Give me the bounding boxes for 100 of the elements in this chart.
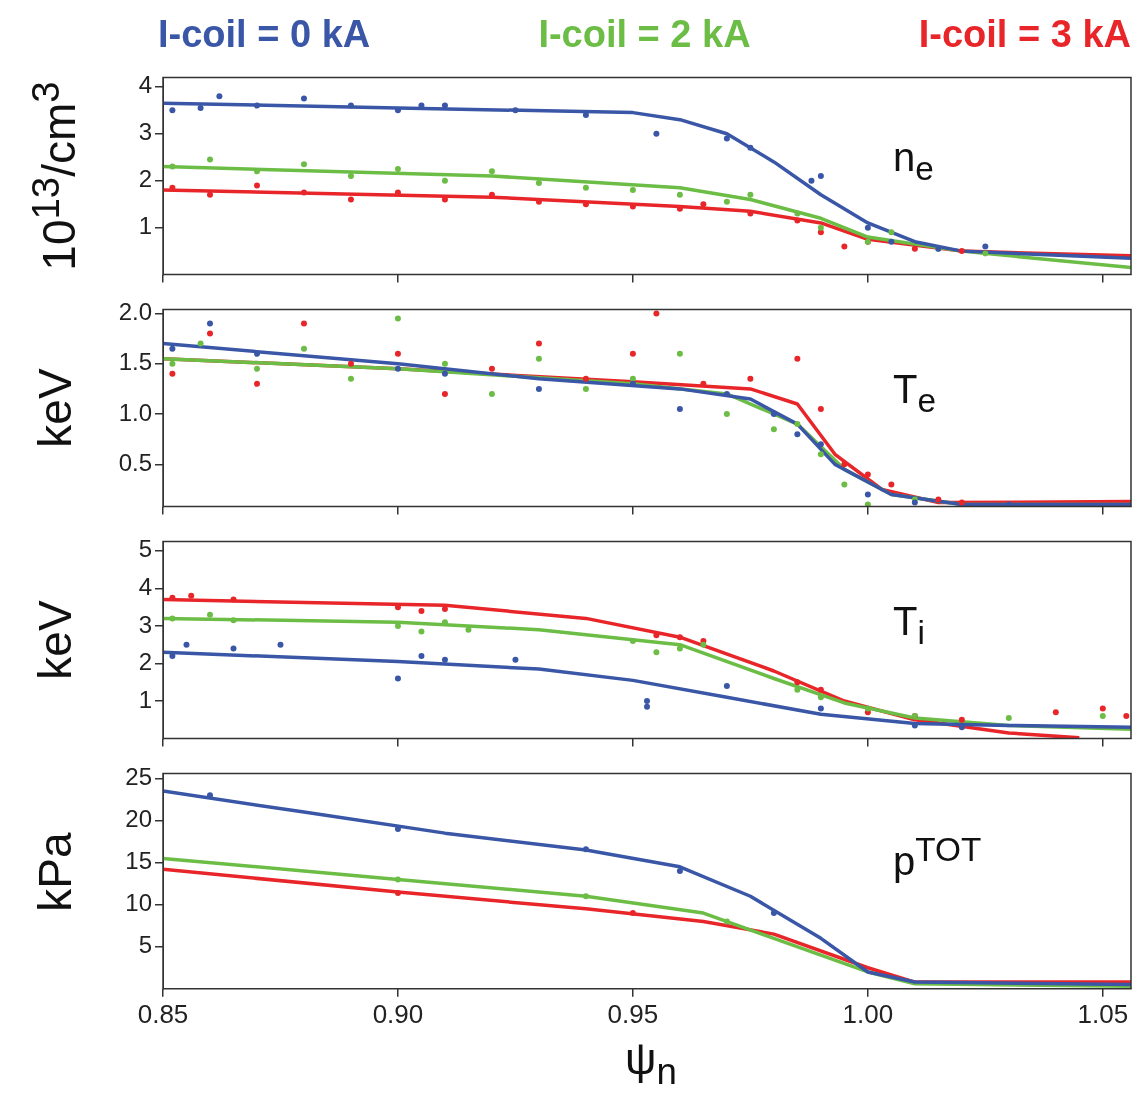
point	[629, 910, 636, 917]
point	[1099, 713, 1106, 720]
point	[747, 375, 754, 382]
point	[535, 180, 542, 187]
point	[770, 426, 777, 433]
annotation: T$_{e}$	[893, 367, 936, 420]
y-tick-label: 3	[138, 118, 152, 146]
point	[488, 168, 495, 175]
point	[770, 411, 777, 418]
x-tick-label: 0.95	[607, 998, 659, 1029]
y-tick-label: 2.0	[118, 298, 152, 326]
point	[629, 637, 636, 644]
point	[864, 705, 871, 712]
point	[441, 102, 448, 109]
point	[817, 441, 824, 448]
point	[418, 607, 425, 614]
point	[841, 481, 848, 488]
point	[300, 320, 307, 327]
point	[347, 360, 354, 367]
point	[817, 451, 824, 458]
point	[197, 104, 204, 111]
point	[864, 471, 871, 478]
point	[253, 102, 260, 109]
point	[169, 615, 176, 622]
point	[911, 245, 918, 252]
point	[794, 679, 801, 686]
point	[535, 340, 542, 347]
point	[958, 716, 965, 723]
point	[169, 107, 176, 114]
point	[982, 250, 989, 257]
point	[723, 198, 730, 205]
point	[394, 365, 401, 372]
annotation: n$_{e}$	[893, 135, 934, 188]
point	[277, 641, 284, 648]
point	[1123, 713, 1130, 720]
point	[535, 355, 542, 362]
point	[582, 375, 589, 382]
point	[1005, 714, 1012, 721]
point	[441, 177, 448, 184]
annotation: T$_{i}$	[893, 599, 925, 652]
point	[441, 360, 448, 367]
point	[982, 243, 989, 250]
y-tick-label: 10	[125, 889, 152, 917]
point	[747, 191, 754, 198]
point	[629, 187, 636, 194]
point	[216, 93, 223, 100]
x-tick-label: 0.85	[137, 998, 189, 1029]
point	[817, 705, 824, 712]
point	[723, 135, 730, 142]
point	[888, 481, 895, 488]
point	[535, 385, 542, 392]
point	[300, 161, 307, 168]
point	[747, 144, 754, 151]
point	[582, 385, 589, 392]
point	[230, 596, 237, 603]
point	[676, 350, 683, 357]
point	[418, 652, 425, 659]
point	[441, 196, 448, 203]
point	[582, 893, 589, 900]
y-tick-label: 5	[138, 535, 152, 563]
point	[700, 641, 707, 648]
point	[676, 191, 683, 198]
point	[206, 320, 213, 327]
point	[1099, 705, 1106, 712]
y-axis-title: kPa	[28, 832, 82, 912]
point	[794, 421, 801, 428]
point	[188, 592, 195, 599]
point	[230, 617, 237, 624]
point	[300, 189, 307, 196]
y-tick-label: 1.0	[118, 398, 152, 426]
y-tick-label: 0.5	[118, 448, 152, 476]
point	[794, 686, 801, 693]
x-tick-label: 0.90	[372, 998, 424, 1029]
point	[183, 641, 190, 648]
point	[206, 611, 213, 618]
point	[817, 694, 824, 701]
point	[629, 350, 636, 357]
point	[253, 365, 260, 372]
point	[582, 184, 589, 191]
point	[817, 224, 824, 231]
y-tick-label: 15	[125, 847, 152, 875]
point	[394, 350, 401, 357]
point	[441, 656, 448, 663]
point	[394, 876, 401, 883]
point	[441, 390, 448, 397]
point	[394, 165, 401, 172]
y-tick-label: 25	[125, 763, 152, 791]
point	[864, 491, 871, 498]
point	[653, 649, 660, 656]
point	[169, 370, 176, 377]
point	[394, 889, 401, 896]
text: I-coil = 2 kA	[538, 12, 751, 56]
y-tick-label: 4	[138, 572, 152, 600]
point	[512, 656, 519, 663]
point	[418, 628, 425, 635]
point	[300, 95, 307, 102]
point	[935, 496, 942, 503]
y-tick-label: 1	[138, 685, 152, 713]
point	[1052, 709, 1059, 716]
point	[347, 102, 354, 109]
